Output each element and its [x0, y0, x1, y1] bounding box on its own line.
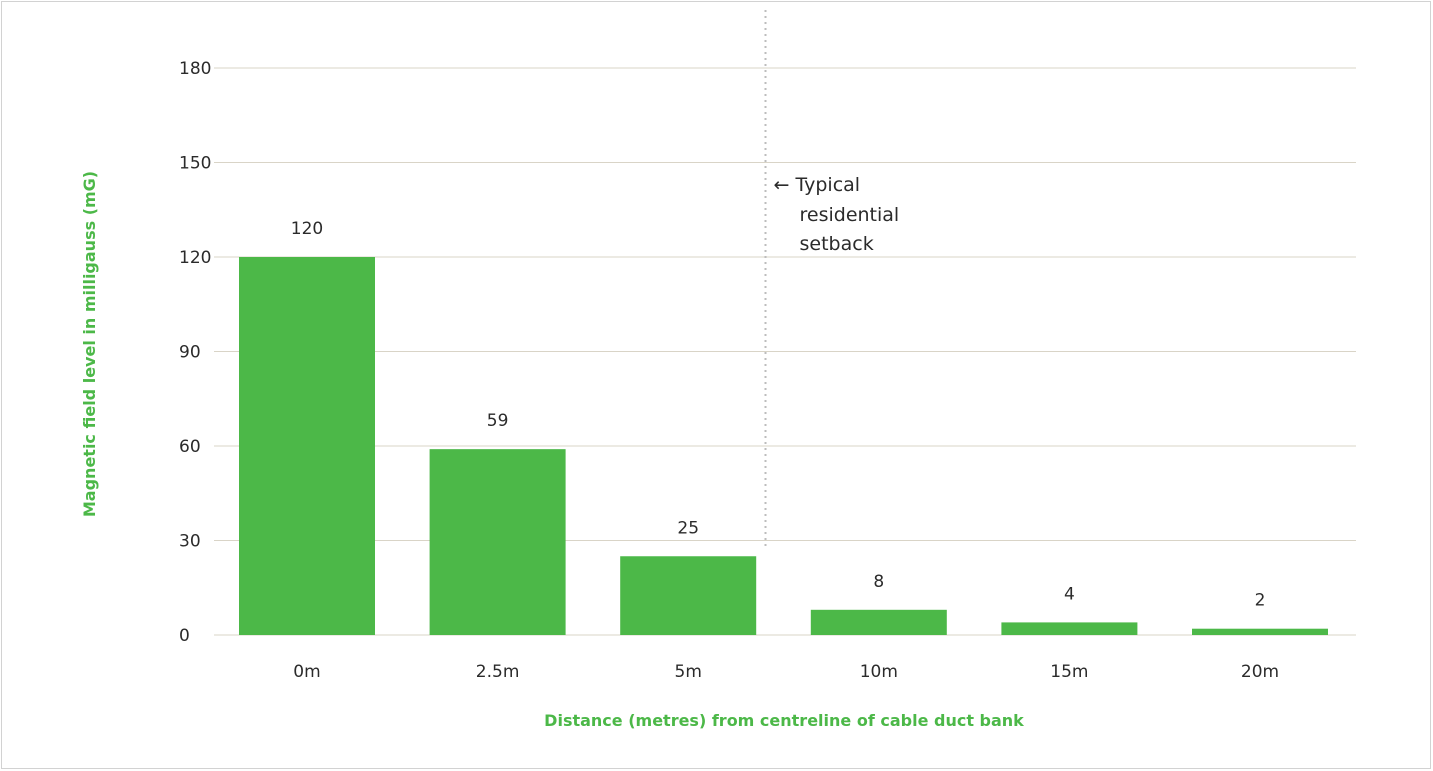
bar-10m	[810, 609, 947, 635]
annotation-line-2: residential	[800, 204, 900, 226]
value-label-15m: 4	[1064, 584, 1075, 604]
bar-2.5m	[429, 449, 566, 635]
value-label-2.5m: 59	[487, 411, 509, 431]
value-label-10m: 8	[873, 572, 884, 592]
y-tick-label-30: 30	[179, 532, 201, 552]
bar-5m	[620, 556, 757, 635]
bar-20m	[1192, 628, 1328, 635]
bar-15m	[1001, 622, 1138, 635]
y-tick-label-150: 150	[179, 154, 211, 174]
y-tick-label-0: 0	[179, 626, 190, 646]
value-label-0m: 120	[291, 219, 323, 239]
x-tick-labels: 0m 2.5m 5m 10m 15m 20m	[293, 662, 1279, 682]
value-label-20m: 2	[1255, 591, 1266, 611]
y-tick-label-120: 120	[179, 248, 211, 268]
x-tick-label-20m: 20m	[1241, 662, 1279, 682]
annotation-line-3: setback	[800, 233, 874, 255]
annotation: ← Typical residential setback	[774, 174, 900, 255]
y-tick-label-180: 180	[179, 59, 211, 79]
y-tick-label-90: 90	[179, 343, 201, 363]
bar-0m	[239, 257, 375, 635]
annotation-line-1: ← Typical	[774, 174, 861, 196]
x-tick-label-5m: 5m	[675, 662, 702, 682]
x-tick-label-15m: 15m	[1050, 662, 1088, 682]
value-label-5m: 25	[677, 518, 699, 538]
x-tick-label-2.5m: 2.5m	[476, 662, 520, 682]
x-tick-label-10m: 10m	[860, 662, 898, 682]
bars	[239, 257, 1328, 635]
y-axis-title: Magnetic field level in milligauss (mG)	[80, 171, 99, 517]
x-axis-title: Distance (metres) from centreline of cab…	[544, 711, 1024, 730]
gridlines	[214, 67, 1356, 636]
x-tick-label-0m: 0m	[293, 662, 320, 682]
y-tick-labels: 0 30 60 90 120 150 180	[179, 59, 211, 646]
y-tick-label-60: 60	[179, 437, 201, 457]
value-labels: 120 59 25 8 4 2	[291, 219, 1266, 611]
